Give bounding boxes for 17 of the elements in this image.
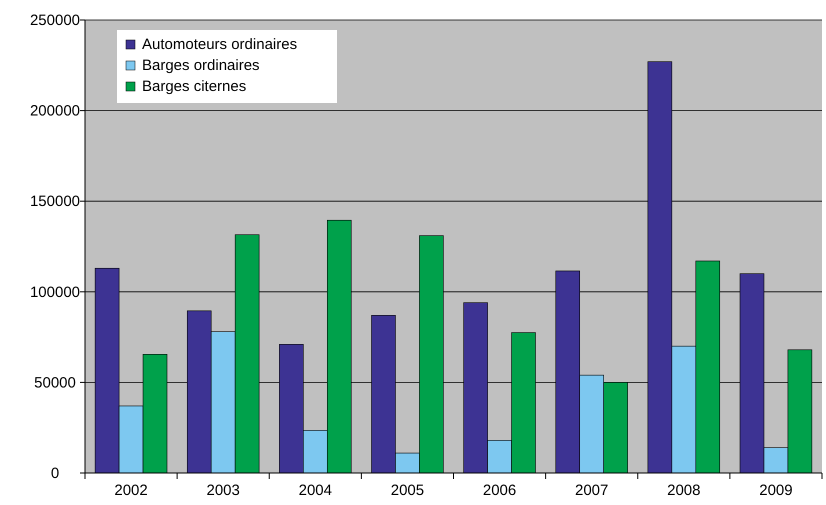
legend-label: Automoteurs ordinaires bbox=[142, 36, 298, 53]
x-tick-label: 2007 bbox=[575, 482, 608, 499]
x-tick-label: 2009 bbox=[759, 482, 793, 499]
x-tick-label: 2006 bbox=[482, 482, 516, 499]
y-tick-label: 250000 bbox=[30, 12, 80, 29]
y-tick-label: 200000 bbox=[30, 102, 80, 120]
x-tick-label: 2008 bbox=[667, 482, 700, 499]
x-tick-label: 2003 bbox=[206, 482, 240, 499]
x-tick-label: 2002 bbox=[114, 482, 148, 499]
legend-label: Barges ordinaires bbox=[142, 57, 260, 74]
x-tick-label: 2004 bbox=[298, 482, 332, 499]
legend-label: Barges citernes bbox=[142, 78, 246, 95]
y-tick-label: 150000 bbox=[30, 193, 80, 210]
y-tick-label: 100000 bbox=[30, 284, 80, 301]
y-tick-label: 50000 bbox=[34, 374, 76, 392]
y-tick-label: 0 bbox=[50, 465, 60, 482]
x-tick-label: 2005 bbox=[390, 482, 424, 499]
